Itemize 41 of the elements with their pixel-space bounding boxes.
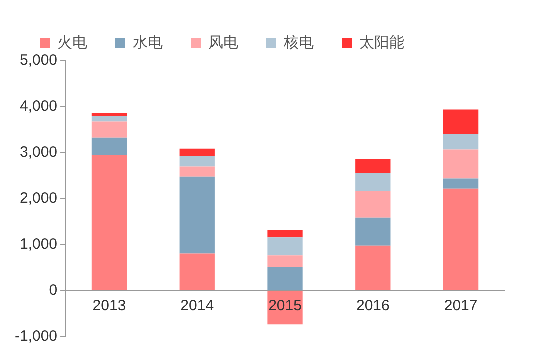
bar [180,166,215,177]
y-tick-label: 2,000 [20,190,58,208]
y-tick-label: 3,000 [20,144,58,162]
bar [443,178,479,189]
legend-label: 火电 [58,33,88,52]
bar [92,113,128,116]
bar [180,156,215,167]
bar [180,176,215,254]
x-tick-label: 2013 [92,298,126,315]
x-tick-label: 2015 [268,298,302,315]
bar [356,191,391,218]
y-tick-label: 4,000 [20,98,58,116]
bar [443,150,479,179]
bar [356,218,391,246]
bar [92,155,128,290]
bar [268,238,303,256]
bar [92,122,128,138]
x-tick-label: 2016 [356,298,390,315]
legend-label: 核电 [283,33,314,52]
bar [443,188,479,290]
bar [92,116,128,122]
y-tick-label: 0 [49,282,58,300]
bar [443,134,479,150]
bar [356,246,391,290]
x-tick-label: 2017 [444,298,478,315]
x-tick-label: 2014 [180,298,214,315]
bar [92,138,128,156]
bar [180,148,215,156]
legend-label: 太阳能 [360,33,404,52]
bar [356,173,391,192]
legend-label: 风电 [208,33,238,52]
legend-label: 水电 [133,33,163,52]
bar [268,230,303,238]
bar [180,254,215,290]
bar [268,256,303,268]
y-tick-label: 1,000 [20,236,58,254]
bar [443,110,479,134]
bar [356,158,391,174]
y-tick-label: -1,000 [14,328,58,346]
y-tick-label: 5,000 [20,52,58,70]
bar [268,268,303,290]
